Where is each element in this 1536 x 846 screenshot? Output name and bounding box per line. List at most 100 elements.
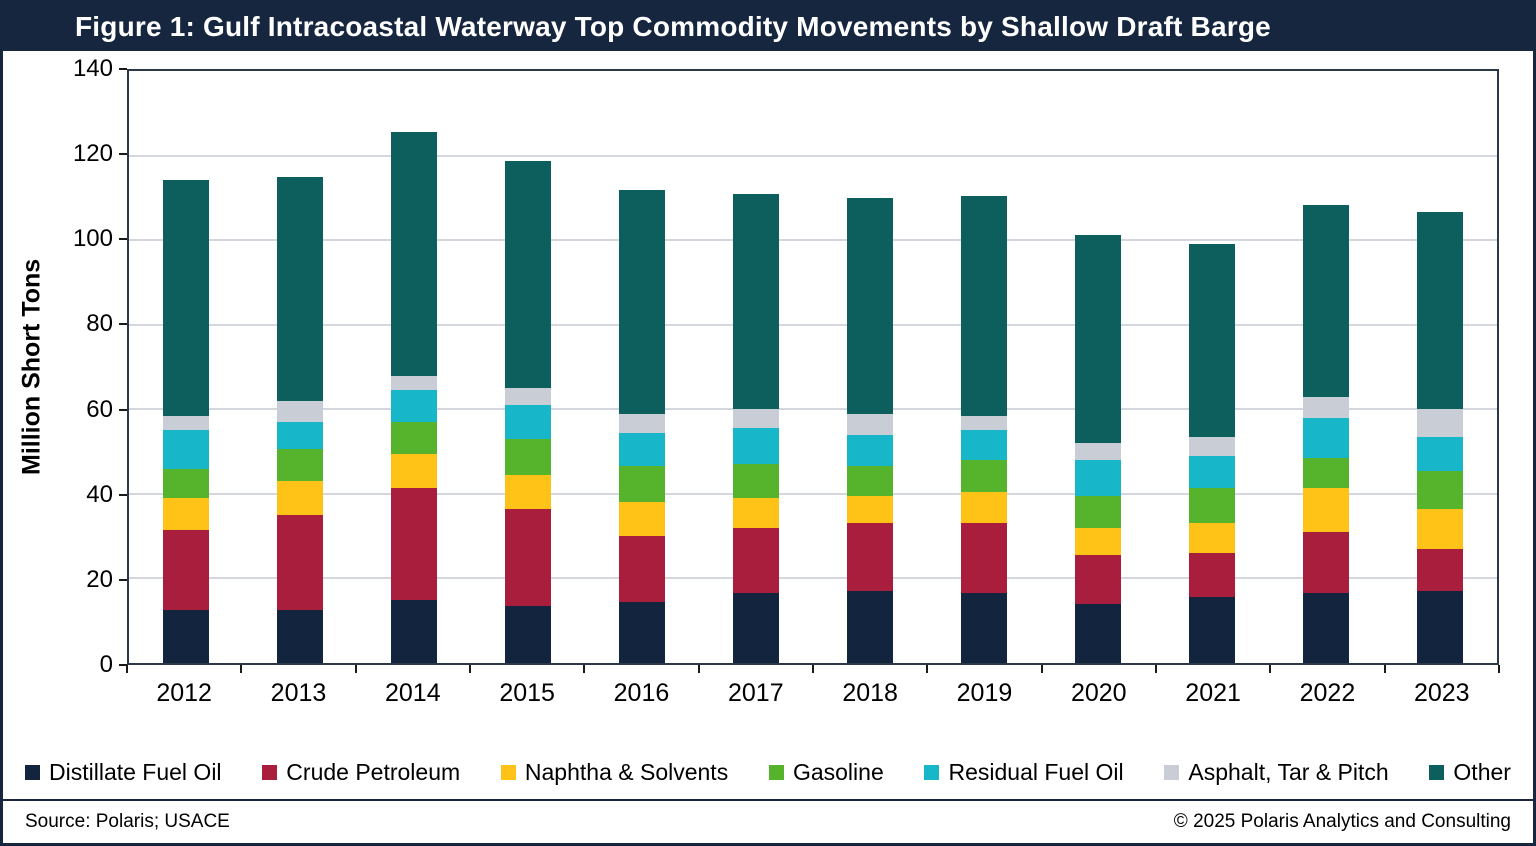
y-tick-mark-120 <box>119 153 127 156</box>
gridline-20 <box>129 577 1497 579</box>
x-tick-mark-3 <box>469 665 471 673</box>
segment-residual-fuel-oil-2017 <box>733 428 779 465</box>
segment-asphalt-tar-pitch-2023 <box>1417 409 1463 437</box>
stacked-bar-2013 <box>277 71 323 663</box>
segment-distillate-fuel-oil-2013 <box>277 610 323 663</box>
segment-gasoline-2023 <box>1417 470 1463 509</box>
bar-slot-2017 <box>699 71 813 663</box>
segment-naphtha-solvents-2018 <box>847 495 893 524</box>
x-tick-label-2012: 2012 <box>156 679 212 707</box>
figure-title-bar: Figure 1: Gulf Intracoastal Waterway Top… <box>3 3 1533 51</box>
bar-slot-2012 <box>129 71 243 663</box>
segment-distillate-fuel-oil-2020 <box>1075 603 1121 663</box>
segment-naphtha-solvents-2015 <box>505 474 551 509</box>
x-tick-mark-11 <box>1383 665 1386 673</box>
source-note: Source: Polaris; USACE <box>25 811 230 832</box>
y-tick-mark-0 <box>119 664 127 666</box>
segment-crude-petroleum-2015 <box>505 508 551 606</box>
x-tick-mark-12 <box>1498 665 1500 673</box>
y-tick-label-60: 60 <box>86 395 113 423</box>
legend-item-naphtha-solvents: Naphtha & Solvents <box>500 759 728 786</box>
segment-other-2018 <box>847 197 893 414</box>
segment-crude-petroleum-2021 <box>1189 553 1235 598</box>
segment-distillate-fuel-oil-2021 <box>1189 597 1235 663</box>
segment-asphalt-tar-pitch-2022 <box>1303 396 1349 418</box>
segment-crude-petroleum-2017 <box>733 527 779 594</box>
segment-asphalt-tar-pitch-2020 <box>1075 443 1121 461</box>
bars-row <box>129 71 1497 663</box>
segment-asphalt-tar-pitch-2017 <box>733 409 779 429</box>
segment-crude-petroleum-2013 <box>277 515 323 611</box>
segment-residual-fuel-oil-2016 <box>619 432 665 467</box>
copyright-note: © 2025 Polaris Analytics and Consulting <box>1173 811 1511 832</box>
legend: Distillate Fuel Oil Crude Petroleum Naphth… <box>3 745 1533 799</box>
segment-asphalt-tar-pitch-2018 <box>847 413 893 435</box>
segment-naphtha-solvents-2013 <box>277 481 323 516</box>
stacked-bar-2022 <box>1303 71 1349 663</box>
x-tick-label-2020: 2020 <box>1070 679 1127 707</box>
figure-title: Figure 1: Gulf Intracoastal Waterway Top… <box>75 11 1271 42</box>
legend-label-crude-petroleum: Crude Petroleum <box>286 758 461 785</box>
segment-other-2019 <box>961 195 1007 416</box>
segment-residual-fuel-oil-2018 <box>847 434 893 467</box>
x-tick-mark-10 <box>1269 665 1272 673</box>
legend-swatch-distillate-fuel-oil <box>25 764 40 780</box>
segment-gasoline-2012 <box>163 468 209 499</box>
segment-residual-fuel-oil-2013 <box>277 422 323 450</box>
segment-distillate-fuel-oil-2022 <box>1303 593 1349 663</box>
stacked-bar-2021 <box>1189 71 1235 663</box>
segment-residual-fuel-oil-2012 <box>163 430 209 469</box>
stacked-bar-2014 <box>391 71 437 663</box>
x-tick-label-2022: 2022 <box>1299 679 1356 707</box>
segment-gasoline-2017 <box>733 464 779 499</box>
segment-asphalt-tar-pitch-2014 <box>391 375 437 391</box>
segment-distillate-fuel-oil-2019 <box>961 593 1007 663</box>
plot-area <box>127 69 1499 665</box>
legend-swatch-other <box>1429 764 1445 780</box>
legend-item-residual-fuel-oil: Residual Fuel Oil <box>924 758 1124 786</box>
stacked-bar-2012 <box>163 71 209 663</box>
segment-naphtha-solvents-2023 <box>1417 508 1463 549</box>
legend-item-gasoline: Gasoline <box>768 759 884 786</box>
bar-slot-2021 <box>1155 71 1269 663</box>
legend-label-distillate-fuel-oil: Distillate Fuel Oil <box>49 758 222 785</box>
segment-gasoline-2022 <box>1303 457 1349 488</box>
x-tick-label-2018: 2018 <box>842 679 898 707</box>
segment-gasoline-2014 <box>391 422 437 454</box>
y-tick-label-120: 120 <box>72 140 113 168</box>
segment-other-2016 <box>619 190 665 414</box>
segment-asphalt-tar-pitch-2021 <box>1189 436 1235 456</box>
segment-other-2023 <box>1417 211 1463 410</box>
bar-slot-2014 <box>357 71 471 663</box>
segment-crude-petroleum-2016 <box>619 536 665 602</box>
y-tick-mark-40 <box>119 493 127 496</box>
stacked-bar-2020 <box>1075 71 1121 663</box>
y-tick-label-40: 40 <box>86 480 113 508</box>
segment-asphalt-tar-pitch-2013 <box>277 400 323 422</box>
segment-naphtha-solvents-2012 <box>163 498 209 530</box>
x-tick-mark-5 <box>697 665 700 673</box>
segment-other-2017 <box>733 193 779 410</box>
segment-residual-fuel-oil-2015 <box>505 405 551 439</box>
segment-crude-petroleum-2018 <box>847 523 893 592</box>
legend-item-crude-petroleum: Crude Petroleum <box>262 759 460 786</box>
x-tick-mark-4 <box>583 665 586 673</box>
segment-gasoline-2021 <box>1189 487 1235 524</box>
y-tick-label-20: 20 <box>86 565 113 593</box>
y-tick-mark-80 <box>119 323 127 326</box>
y-tick-label-140: 140 <box>72 55 113 82</box>
segment-residual-fuel-oil-2019 <box>961 430 1007 461</box>
segment-other-2014 <box>391 132 437 376</box>
x-tick-mark-0 <box>126 665 128 673</box>
segment-gasoline-2020 <box>1075 496 1121 528</box>
stacked-bar-2018 <box>847 71 893 663</box>
segment-crude-petroleum-2012 <box>163 529 209 611</box>
bar-slot-2013 <box>243 71 357 663</box>
legend-label-residual-fuel-oil: Residual Fuel Oil <box>948 758 1124 785</box>
bar-slot-2018 <box>813 71 927 663</box>
stacked-bar-2015 <box>505 71 551 663</box>
segment-residual-fuel-oil-2020 <box>1075 460 1121 496</box>
gridline-100 <box>129 239 1497 241</box>
segment-gasoline-2013 <box>277 449 323 482</box>
